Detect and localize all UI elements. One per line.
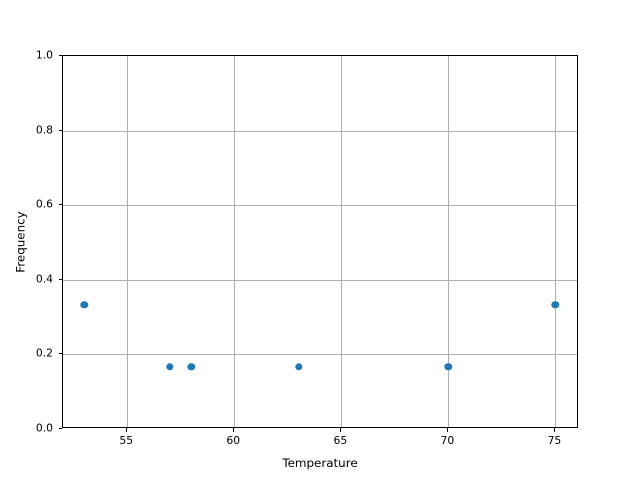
y-tick-mark: [58, 428, 62, 429]
scatter-point: [294, 363, 303, 371]
x-axis-label: Temperature: [282, 456, 358, 470]
scatter-series: [63, 56, 577, 427]
scatter-point: [444, 363, 453, 371]
scatter-point: [551, 301, 560, 309]
x-tick-label: 75: [547, 434, 562, 447]
y-tick-mark: [58, 55, 62, 56]
gridline-vertical: [234, 56, 236, 427]
x-tick-mark: [126, 428, 128, 432]
x-tick-label: 55: [119, 434, 134, 447]
y-tick-mark: [58, 278, 62, 280]
y-tick-mark: [58, 129, 62, 131]
y-tick-label: 0.0: [35, 421, 53, 435]
scatter-point: [166, 363, 174, 371]
scatter-point: [187, 363, 196, 371]
gridline-horizontal: [63, 205, 577, 207]
gridline-vertical: [341, 56, 343, 427]
x-tick-mark: [554, 428, 556, 432]
x-tick-label: 65: [333, 434, 348, 447]
gridline-horizontal: [63, 279, 577, 281]
gridline-horizontal: [63, 354, 577, 356]
x-tick-label: 70: [440, 434, 455, 447]
y-axis-label: Frequency: [11, 55, 31, 428]
y-tick-label: 0.8: [35, 123, 53, 137]
y-tick-label: 0.2: [35, 346, 53, 360]
gridline-horizontal: [63, 130, 577, 132]
x-tick-mark: [340, 428, 342, 432]
y-tick-label: 0.6: [35, 197, 53, 211]
x-tick-label: 60: [226, 434, 241, 447]
y-tick-label: 0.4: [35, 272, 53, 286]
y-tick-mark: [58, 204, 62, 206]
gridline-vertical: [448, 56, 450, 427]
gridlines: [63, 56, 577, 427]
scatter-point: [80, 301, 89, 309]
y-tick-label: 1.0: [35, 48, 53, 62]
gridline-vertical: [127, 56, 129, 427]
x-tick-mark: [233, 428, 235, 432]
gridline-vertical: [555, 56, 557, 427]
y-tick-mark: [58, 353, 62, 355]
x-tick-mark: [447, 428, 449, 432]
y-axis-label-text: Frequency: [14, 210, 28, 273]
plot-axes: [62, 55, 578, 428]
